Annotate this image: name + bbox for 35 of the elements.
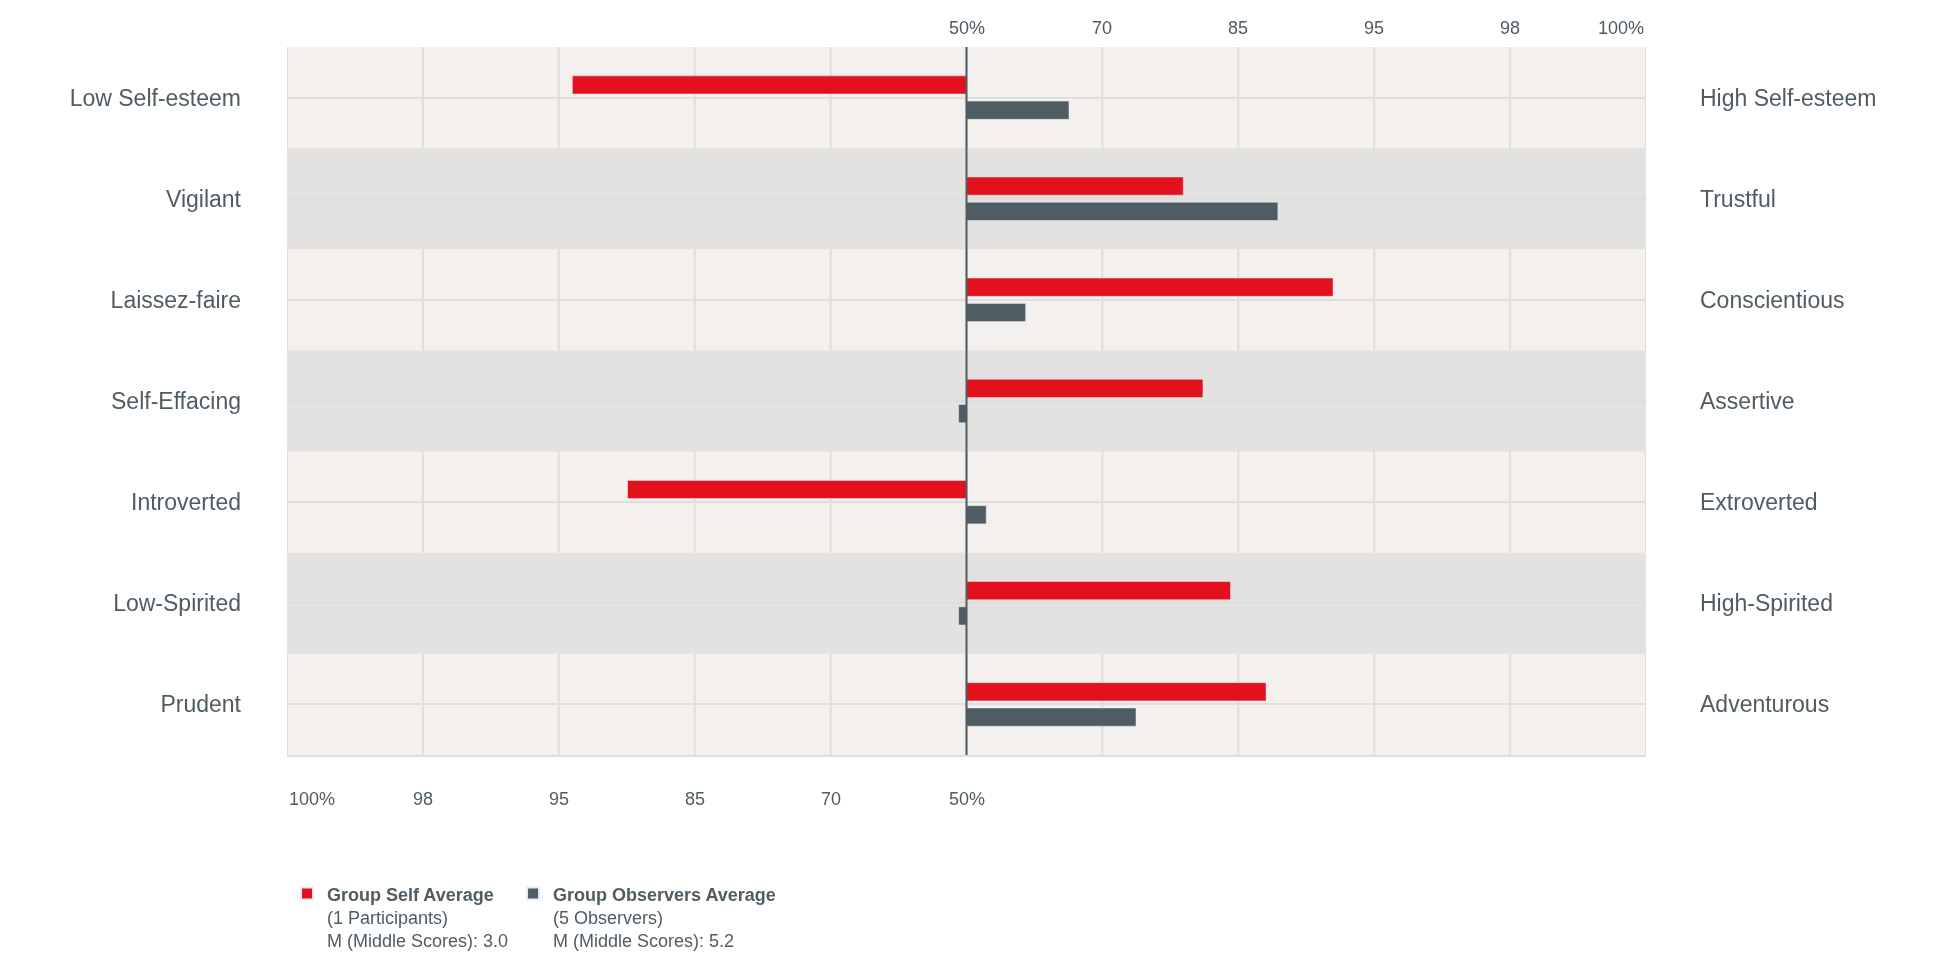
text: 95: [549, 789, 570, 809]
y2-tick-label: Conscientious: [1700, 287, 1845, 313]
text: 85: [685, 789, 706, 809]
bar: [966, 581, 1231, 600]
text: 100%: [289, 789, 336, 809]
bar: [966, 277, 1334, 297]
y-tick-label: Laissez-faire: [110, 286, 241, 313]
legend-label: Group Self Average (1 Participants) M (Middle Scores): 3.0: [327, 884, 509, 952]
text: 50%: [949, 18, 986, 38]
bar: [572, 75, 967, 95]
text: 85: [1228, 18, 1249, 38]
text: 98: [413, 789, 434, 809]
text: 70: [821, 789, 842, 809]
text: 95: [1364, 18, 1385, 38]
text: 50%: [949, 789, 986, 809]
bar: [627, 480, 967, 499]
bar: [966, 379, 1204, 398]
y2-tick-label: Adventurous: [1700, 691, 1830, 717]
text: 98: [1500, 18, 1521, 38]
y-tick-label: Self-Effacing: [111, 388, 241, 415]
text: 70: [1092, 18, 1113, 38]
y-tick-label: Low-Spirited: [113, 590, 241, 617]
bar: [966, 682, 1267, 702]
y2-tick-label: Assertive: [1700, 388, 1795, 414]
y2-tick-label: Trustful: [1700, 186, 1776, 212]
y-tick-label: Introverted: [131, 489, 241, 516]
y-tick-label: Vigilant: [165, 185, 242, 212]
y-tick-label: Low Self-esteem: [69, 84, 241, 111]
y2-tick-label: High Self-esteem: [1700, 85, 1877, 111]
legend-label: Group Observers Average (5 Observers) M (Middle Scores): 5.2: [553, 884, 776, 952]
text: 100%: [1598, 18, 1645, 38]
bar: [966, 176, 1184, 196]
y2-tick-label: High-Spirited: [1700, 590, 1833, 616]
y-tick-label: Prudent: [160, 691, 242, 718]
y2-tick-label: Extroverted: [1700, 489, 1818, 515]
